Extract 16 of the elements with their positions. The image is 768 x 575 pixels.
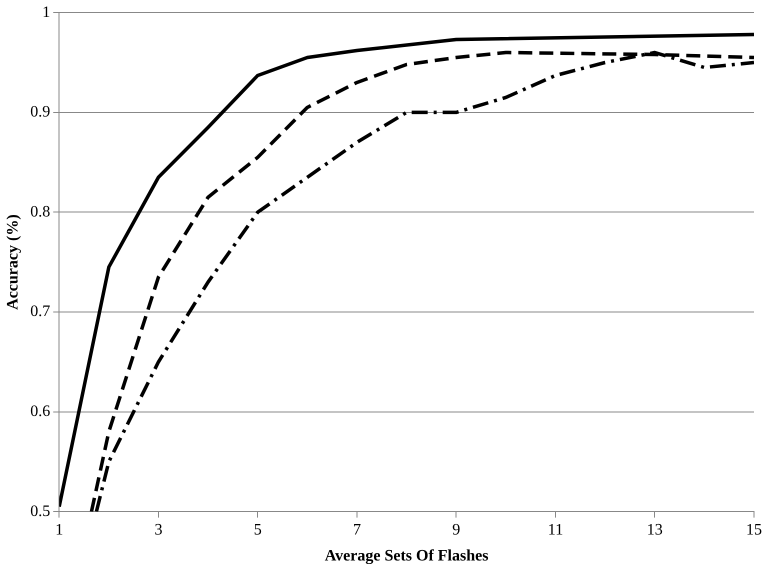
x-tick-label: 7 (352, 521, 361, 538)
y-tick-label: 1 (42, 4, 50, 21)
x-tick-label: 13 (646, 521, 663, 538)
y-axis-title: Accuracy (%) (4, 214, 22, 310)
y-tick-label: 0.9 (30, 104, 50, 121)
x-tick-label: 5 (254, 521, 262, 538)
x-tick-label: 15 (746, 521, 762, 538)
y-tick-label: 0.6 (30, 403, 50, 420)
x-tick-label: 1 (55, 521, 64, 538)
y-tick-label: 0.8 (30, 203, 50, 220)
x-tick-label: 3 (154, 521, 162, 538)
x-tick-label: 11 (548, 521, 564, 538)
x-tick-label: 9 (452, 521, 460, 538)
y-tick-label: 0.7 (30, 303, 50, 320)
x-axis-title: Average Sets Of Flashes (324, 548, 488, 565)
y-tick-label: 0.5 (30, 502, 50, 520)
